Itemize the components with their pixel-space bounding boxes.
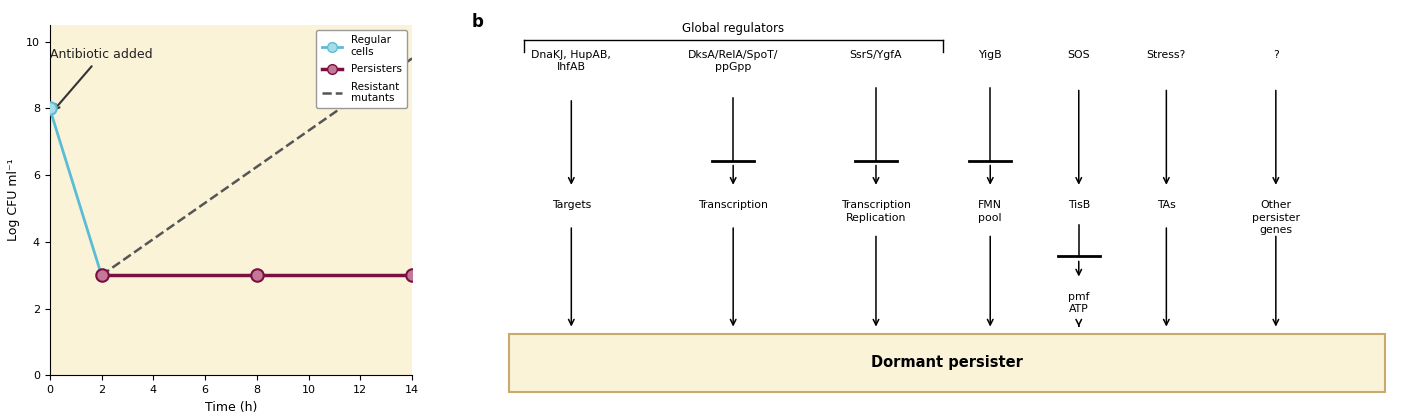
Text: Transcription
Replication: Transcription Replication xyxy=(841,200,911,223)
Text: Dormant persister: Dormant persister xyxy=(871,355,1023,370)
Text: YigB: YigB xyxy=(979,50,1002,60)
Text: Other
persister
genes: Other persister genes xyxy=(1252,200,1300,235)
Legend: Regular
cells, Persisters, Resistant
mutants: Regular cells, Persisters, Resistant mut… xyxy=(317,30,406,108)
Text: SOS: SOS xyxy=(1067,50,1090,60)
Text: FMN
pool: FMN pool xyxy=(978,200,1002,223)
Text: pmf
ATP: pmf ATP xyxy=(1069,292,1090,314)
Text: Global regulators: Global regulators xyxy=(682,22,784,35)
X-axis label: Time (h): Time (h) xyxy=(205,401,257,414)
Text: Antibiotic added: Antibiotic added xyxy=(50,48,153,110)
Text: Transcription: Transcription xyxy=(698,200,769,210)
Text: SsrS/YgfA: SsrS/YgfA xyxy=(850,50,902,60)
Text: TAs: TAs xyxy=(1157,200,1175,210)
Text: Stress?: Stress? xyxy=(1147,50,1187,60)
Text: TisB: TisB xyxy=(1067,200,1090,210)
Text: DnaKJ, HupAB,
IhfAB: DnaKJ, HupAB, IhfAB xyxy=(531,50,611,73)
Text: DksA/RelA/SpoT/
ppGpp: DksA/RelA/SpoT/ ppGpp xyxy=(688,50,779,73)
Text: Targets: Targets xyxy=(551,200,591,210)
FancyBboxPatch shape xyxy=(509,334,1385,392)
Text: ?: ? xyxy=(1273,50,1279,60)
Text: b: b xyxy=(472,13,483,30)
Y-axis label: Log CFU ml⁻¹: Log CFU ml⁻¹ xyxy=(7,159,20,241)
